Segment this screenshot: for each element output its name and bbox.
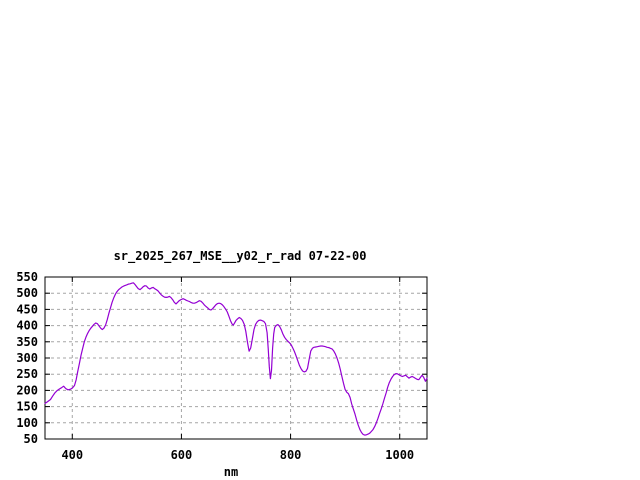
series-line-0 — [44, 282, 428, 436]
y-tick-label-50: 50 — [24, 432, 38, 446]
y-tick-label-150: 150 — [16, 400, 38, 414]
y-tick-label-200: 200 — [16, 383, 38, 397]
y-tick-label-400: 400 — [16, 319, 38, 333]
x-axis-label: nm — [224, 465, 238, 479]
y-axis-tick-labels: 50 100 150 200 250 300 350 400 450 500 550 — [16, 270, 38, 446]
y-tick-label-550: 550 — [16, 270, 38, 284]
plot-frame — [44, 276, 428, 440]
x-tick-label-800: 800 — [280, 448, 302, 462]
y-tick-label-500: 500 — [16, 286, 38, 300]
data-curve — [44, 282, 428, 436]
grid-lines — [45, 277, 427, 439]
y-tick-label-350: 350 — [16, 335, 38, 349]
y-tick-label-100: 100 — [16, 416, 38, 430]
y-tick-label-250: 250 — [16, 367, 38, 381]
x-tick-label-1000: 1000 — [385, 448, 414, 462]
x-tick-label-400: 400 — [61, 448, 83, 462]
y-tick-label-450: 450 — [16, 302, 38, 316]
x-axis-tick-labels: 400 600 800 1000 — [61, 448, 414, 462]
y-tick-label-300: 300 — [16, 351, 38, 365]
chart-title: sr_2025_267_MSE__y02_r_rad 07-22-00 — [114, 249, 367, 264]
x-tick-label-600: 600 — [171, 448, 193, 462]
